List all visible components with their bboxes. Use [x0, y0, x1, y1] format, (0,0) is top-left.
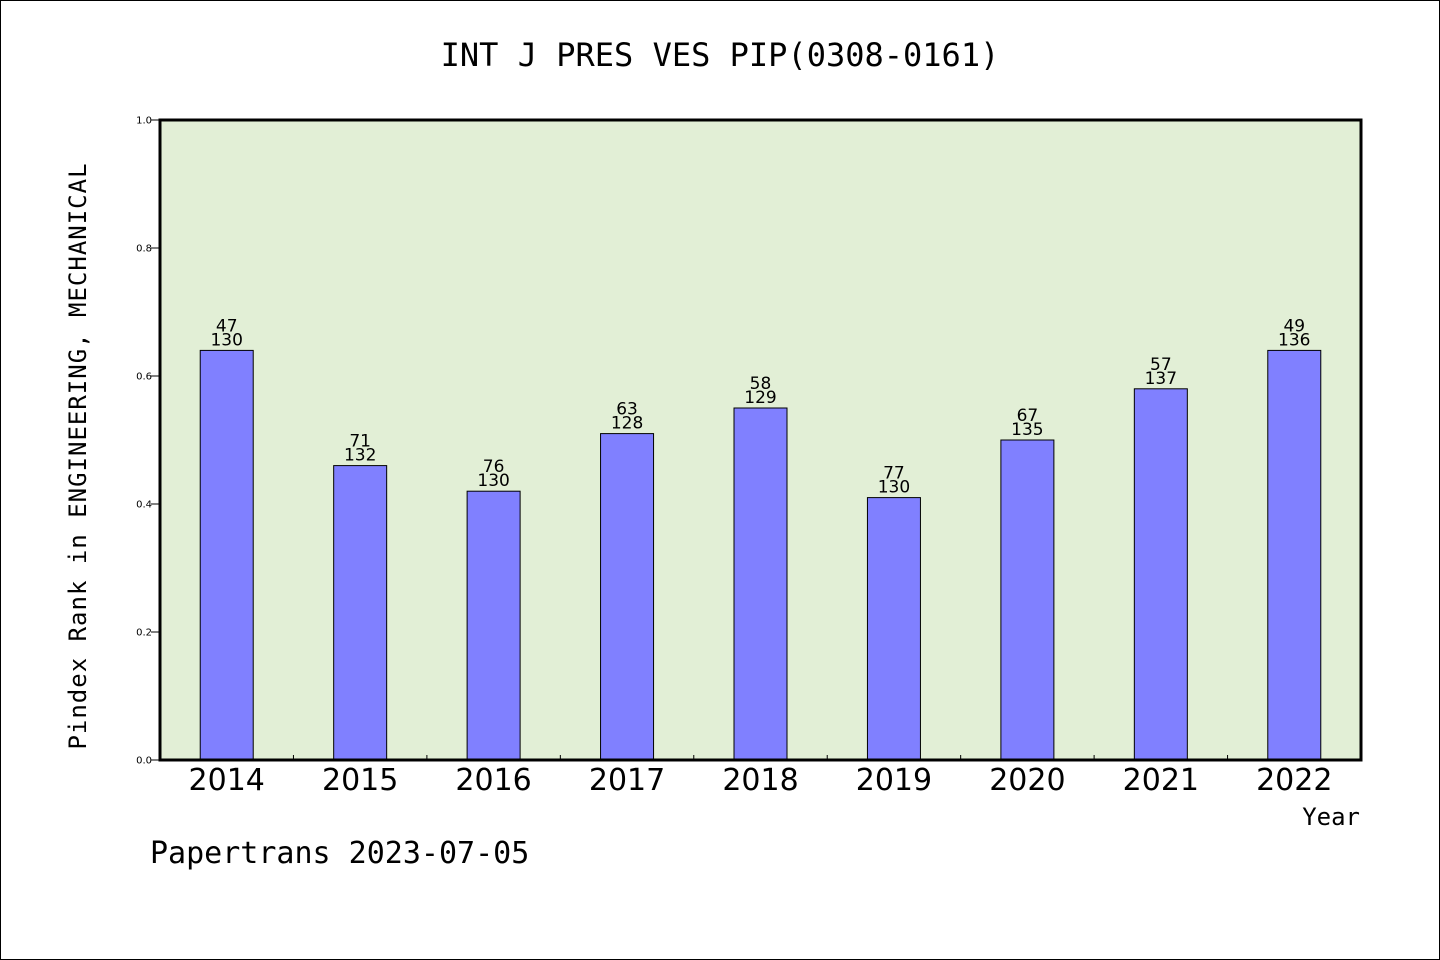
x-tick-label: 2019 — [856, 763, 932, 798]
data-label-top: 77 — [883, 464, 905, 484]
bar — [333, 465, 388, 761]
data-label-top: 63 — [616, 400, 638, 420]
data-label-top: 47 — [216, 316, 238, 336]
y-tick-label: 0.6 — [136, 372, 152, 383]
data-label-top: 67 — [1017, 406, 1039, 426]
data-label-top: 49 — [1283, 316, 1305, 336]
y-tick-label: 0.4 — [136, 500, 152, 511]
data-label-bottom: 132 — [344, 446, 376, 466]
x-tick-label: 2021 — [1123, 763, 1199, 798]
bar — [199, 349, 254, 761]
data-label-top: 58 — [750, 374, 772, 394]
data-label-bottom: 130 — [878, 478, 910, 498]
bar — [866, 497, 921, 761]
bar — [466, 490, 521, 761]
data-label-bottom: 130 — [210, 330, 242, 350]
chart-title: INT J PRES VES PIP(0308-0161) — [440, 36, 1000, 74]
bar — [600, 433, 655, 761]
y-tick-label: 0.8 — [136, 244, 152, 255]
x-tick-label: 2022 — [1256, 763, 1332, 798]
y-tick-label: 1.0 — [136, 116, 152, 127]
data-label-top: 76 — [483, 457, 505, 477]
x-tick-label: 2017 — [589, 763, 665, 798]
x-tick-label: 2014 — [189, 763, 265, 798]
x-tick-label: 2015 — [322, 763, 398, 798]
bar — [1000, 439, 1055, 761]
y-tick-label: 0.2 — [136, 628, 152, 639]
plot-border — [158, 118, 1363, 762]
x-tick-label: 2020 — [989, 763, 1065, 798]
data-label-bottom: 128 — [611, 414, 643, 434]
bar — [1133, 388, 1188, 761]
bar — [1267, 349, 1322, 761]
bar — [733, 407, 788, 761]
y-tick-label: 0.0 — [136, 756, 152, 767]
x-axis-label: Year — [1302, 803, 1360, 831]
x-tick-label: 2016 — [455, 763, 531, 798]
data-label-bottom: 129 — [744, 388, 776, 408]
footer-credit: Papertrans 2023-07-05 — [150, 836, 530, 871]
data-label-top: 57 — [1150, 355, 1172, 375]
data-label-bottom: 135 — [1011, 420, 1043, 440]
x-tick-label: 2018 — [722, 763, 798, 798]
data-label-bottom: 136 — [1278, 330, 1310, 350]
data-label-bottom: 130 — [477, 471, 509, 491]
data-label-top: 71 — [349, 432, 371, 452]
data-label-bottom: 137 — [1145, 369, 1177, 389]
